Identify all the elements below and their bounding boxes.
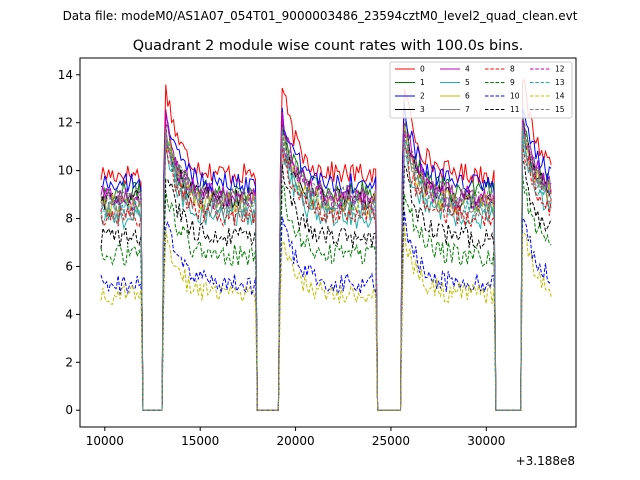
y-tick-label: 6	[65, 259, 73, 273]
series-line-7	[100, 128, 552, 411]
series-line-6	[100, 125, 552, 411]
legend-label: 3	[420, 105, 425, 114]
legend-label: 6	[465, 92, 470, 101]
y-tick-label: 4	[65, 307, 73, 321]
legend-label: 9	[510, 78, 515, 87]
y-tick-label: 8	[65, 212, 73, 226]
legend-label: 15	[555, 105, 565, 114]
series-line-15	[100, 116, 552, 411]
legend-label: 5	[465, 78, 470, 87]
x-tick-label: 30000	[467, 434, 505, 448]
legend-label: 8	[510, 65, 515, 74]
x-tick-label: 25000	[372, 434, 410, 448]
y-tick-label: 10	[58, 164, 73, 178]
legend-label: 7	[465, 105, 470, 114]
legend-label: 11	[510, 105, 520, 114]
x-tick-label: 15000	[181, 434, 219, 448]
legend-label: 2	[420, 92, 425, 101]
series-line-0	[100, 78, 552, 411]
legend-label: 10	[510, 92, 520, 101]
series-line-13	[100, 126, 552, 411]
series-line-2	[100, 103, 552, 411]
series-layer	[100, 78, 552, 411]
series-line-12	[100, 122, 552, 411]
chart-title: Quadrant 2 module wise count rates with …	[133, 38, 524, 54]
legend-label: 1	[420, 78, 425, 87]
series-line-9	[100, 173, 552, 411]
series-line-14	[100, 224, 552, 411]
plot-frame	[79, 57, 577, 428]
figure-suptitle: Data file: modeM0/AS1A07_054T01_90000034…	[63, 9, 578, 23]
legend-label: 12	[555, 65, 565, 74]
legend-box	[389, 61, 573, 119]
legend-label: 14	[555, 92, 565, 101]
y-tick-label: 12	[58, 116, 73, 130]
y-tick-label: 0	[65, 403, 73, 417]
x-offset-label: +3.188e8	[516, 454, 575, 468]
x-tick-label: 20000	[276, 434, 314, 448]
legend-label: 0	[420, 65, 425, 74]
series-line-8	[100, 143, 552, 411]
series-line-10	[100, 210, 552, 411]
y-tick-label: 14	[58, 68, 73, 82]
legend-label: 4	[465, 65, 470, 74]
series-line-11	[100, 157, 552, 411]
x-tick-label: 10000	[86, 434, 124, 448]
y-tick-label: 2	[65, 355, 73, 369]
legend-label: 13	[555, 78, 565, 87]
